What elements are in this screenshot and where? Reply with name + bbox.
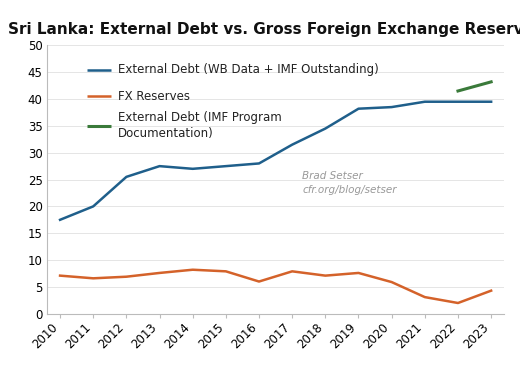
Text: External Debt (IMF Program
Documentation): External Debt (IMF Program Documentation… xyxy=(118,112,282,140)
Title: Sri Lanka: External Debt vs. Gross Foreign Exchange Reserves: Sri Lanka: External Debt vs. Gross Forei… xyxy=(8,22,520,37)
Text: External Debt (WB Data + IMF Outstanding): External Debt (WB Data + IMF Outstanding… xyxy=(118,63,379,76)
Text: FX Reserves: FX Reserves xyxy=(118,90,190,103)
Text: Brad Setser
cfr.org/blog/setser: Brad Setser cfr.org/blog/setser xyxy=(302,172,397,195)
